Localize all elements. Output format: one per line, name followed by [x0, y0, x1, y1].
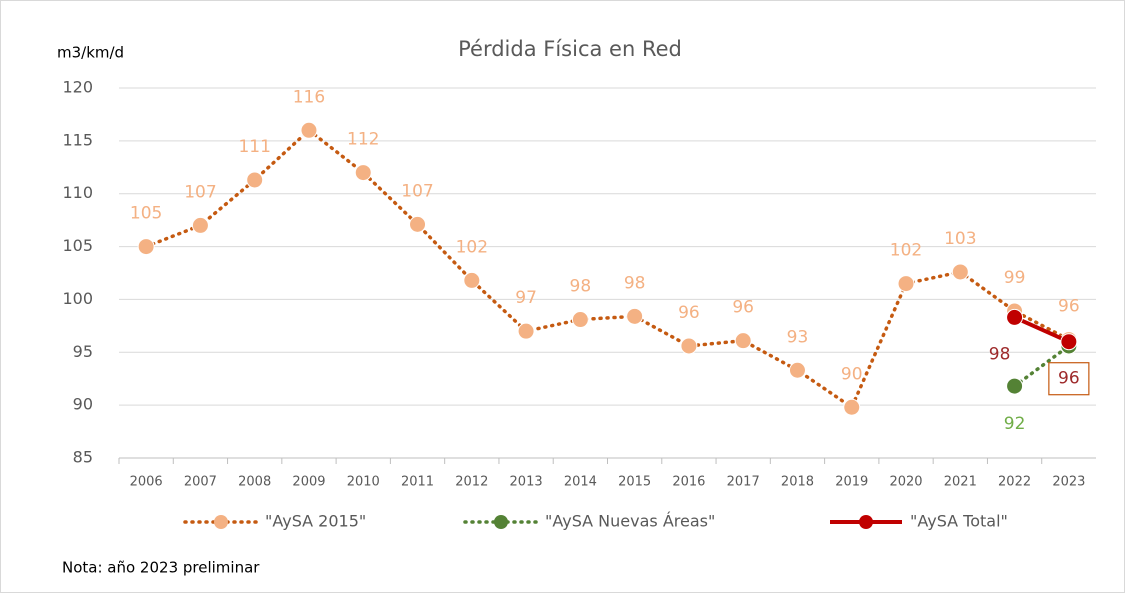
- y-tick-label: 105: [62, 236, 93, 255]
- data-label: 92: [1004, 414, 1026, 434]
- x-tick-label: 2019: [835, 475, 868, 490]
- x-tick-label: 2022: [998, 475, 1031, 490]
- x-tick-label: 2016: [672, 475, 705, 490]
- y-tick-label: 120: [62, 78, 93, 97]
- point: [1006, 377, 1024, 395]
- x-tick-label: 2023: [1052, 475, 1085, 490]
- data-label: 102: [456, 237, 488, 257]
- data-label: 99: [1004, 268, 1026, 288]
- x-tick-label: 2021: [944, 475, 977, 490]
- x-tick-label: 2015: [618, 475, 651, 490]
- x-tick-label: 2018: [781, 475, 814, 490]
- data-label: 107: [401, 181, 433, 201]
- data-label: 105: [130, 204, 162, 224]
- data-label: 96: [1058, 297, 1080, 317]
- y-tick-label: 90: [73, 395, 93, 414]
- point: [951, 263, 969, 281]
- point: [680, 337, 698, 355]
- y-tick-label: 115: [62, 130, 93, 149]
- data-label: 107: [184, 182, 216, 202]
- legend-label: "AySA 2015": [265, 512, 366, 531]
- data-label: 112: [347, 130, 379, 150]
- data-label: 98: [570, 277, 592, 297]
- point: [626, 307, 644, 325]
- legend-label: "AySA Total": [910, 512, 1008, 531]
- data-label: 90: [841, 364, 863, 384]
- series-line: [1012, 344, 1071, 388]
- data-label: 96: [1058, 369, 1080, 389]
- legend-marker: [214, 515, 228, 529]
- label-box: [1048, 362, 1090, 396]
- x-tick-label: 2017: [727, 475, 760, 490]
- point: [300, 121, 318, 139]
- point: [843, 398, 861, 416]
- data-label: 93: [787, 327, 809, 347]
- x-tick-label: 2006: [130, 475, 163, 490]
- data-label: 111: [238, 137, 270, 157]
- series-line: [144, 127, 1071, 410]
- data-label: 96: [678, 303, 700, 323]
- y-tick-label: 110: [62, 183, 93, 202]
- y-tick-label: 95: [73, 342, 93, 361]
- legend-marker: [859, 515, 873, 529]
- point: [571, 311, 589, 329]
- data-label: 96: [732, 298, 754, 318]
- point: [463, 271, 481, 289]
- x-tick-label: 2013: [510, 475, 543, 490]
- x-tick-label: 2007: [184, 475, 217, 490]
- y-axis-title: m3/km/d: [57, 44, 124, 62]
- note: Nota: año 2023 preliminar: [62, 559, 260, 577]
- point: [517, 322, 535, 340]
- point: [137, 238, 155, 256]
- x-tick-label: 2014: [564, 475, 597, 490]
- point: [897, 275, 915, 293]
- data-label: 98: [624, 273, 646, 293]
- legend-label: "AySA Nuevas Áreas": [545, 512, 715, 531]
- point: [191, 216, 209, 234]
- series-line: [1013, 315, 1070, 344]
- point: [1060, 333, 1078, 351]
- data-label: 102: [890, 241, 922, 261]
- point: [1006, 308, 1024, 326]
- x-tick-label: 2009: [292, 475, 325, 490]
- x-tick-label: 2010: [347, 475, 380, 490]
- chart-title: Pérdida Física en Red: [458, 37, 682, 61]
- x-tick-label: 2011: [401, 475, 434, 490]
- data-label: 98: [989, 344, 1011, 364]
- point: [788, 361, 806, 379]
- x-tick-label: 2008: [238, 475, 271, 490]
- data-label: 97: [515, 288, 537, 308]
- x-tick-label: 2012: [455, 475, 488, 490]
- legend-marker: [494, 515, 508, 529]
- data-label: 116: [293, 87, 325, 107]
- point: [354, 164, 372, 182]
- y-tick-label: 85: [73, 448, 93, 467]
- point: [409, 215, 427, 233]
- point: [734, 332, 752, 350]
- x-tick-label: 2020: [889, 475, 922, 490]
- point: [246, 171, 264, 189]
- y-tick-label: 100: [62, 289, 93, 308]
- data-label: 103: [944, 229, 976, 249]
